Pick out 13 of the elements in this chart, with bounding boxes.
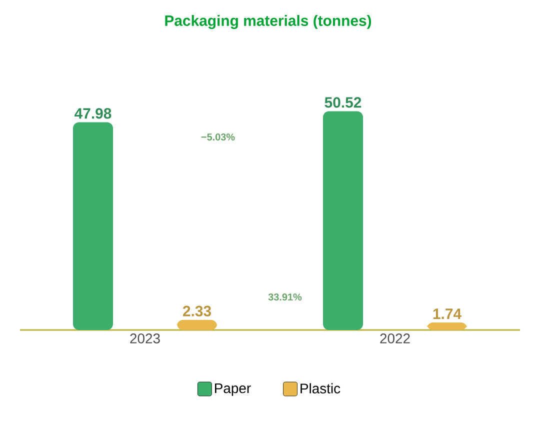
data-label: 2.33 xyxy=(182,306,211,316)
x-tick-label: 2022 xyxy=(380,334,410,344)
x-tick-label: 2023 xyxy=(130,334,160,344)
bar xyxy=(73,122,114,330)
annotation: −5.03% xyxy=(201,133,235,141)
legend-label: Paper xyxy=(215,383,251,396)
bar xyxy=(323,111,364,330)
legend-label: Plastic xyxy=(300,383,340,394)
chart-title: Packaging materials (tonnes) xyxy=(165,15,372,29)
annotation: 33.91% xyxy=(268,293,302,301)
data-label: 1.74 xyxy=(433,308,462,319)
data-label: 47.98 xyxy=(74,108,112,119)
data-label: 50.52 xyxy=(324,97,362,108)
